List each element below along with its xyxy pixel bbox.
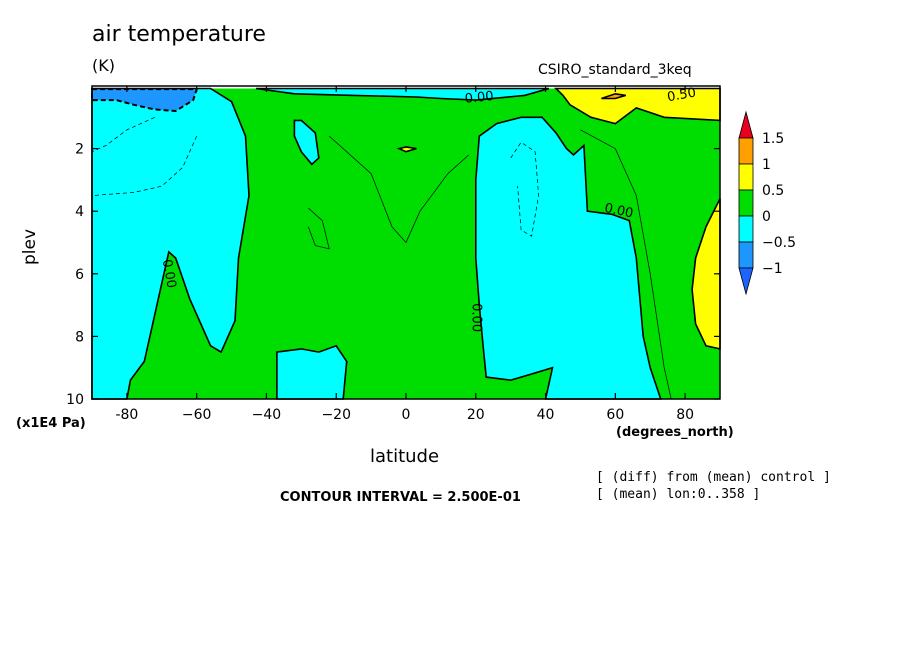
colorbar-segment-5 (738, 241, 754, 269)
colorbar-label-0: 1.5 (762, 131, 784, 147)
x-tick-label-6: 40 (537, 407, 555, 423)
contour-line-blue-south-top (91, 88, 199, 113)
x-tick-label-4: 0 (402, 407, 411, 423)
colorbar-label-4: −0.5 (762, 235, 796, 251)
x-axis-units: (degrees_north) (616, 425, 734, 440)
contour-line-cyan-north-band (474, 116, 662, 400)
contour-line-cyan-south-large (91, 87, 250, 400)
mean-note: [ (mean) lon:0..358 ] (596, 487, 761, 502)
contour-line-cyan-top-center (255, 87, 550, 101)
contour-line-layer (91, 87, 721, 400)
contour-thin-1 (91, 135, 198, 196)
region-blue-south-top (92, 89, 197, 111)
y-tick-label-0: 2 (75, 142, 84, 158)
y-axis-units: (x1E4 Pa) (16, 416, 86, 431)
region-yellow-north-right (692, 198, 720, 349)
colorbar-segment-3 (738, 189, 754, 217)
x-tick-label-0: -80 (115, 407, 138, 423)
chart-units: (K) (92, 56, 115, 75)
contour-line-cyan-south-blob (293, 119, 320, 166)
contour-thin-3 (510, 141, 539, 237)
contour-line-yellow-north-right (691, 198, 721, 350)
contour-line-yellow-equator-sliver (396, 146, 417, 153)
contour-interval-text: CONTOUR INTERVAL = 2.500E-01 (280, 490, 521, 505)
contour-label-0: 0.00 (464, 89, 494, 107)
contour-label-3: 0.00 (159, 258, 179, 289)
colorbar-label-2: 0.5 (762, 183, 784, 199)
x-tick-label-5: 20 (467, 407, 485, 423)
contour-thin-0 (91, 116, 155, 153)
x-tick-label-7: 60 (606, 407, 624, 423)
x-tick-label-3: −20 (321, 407, 351, 423)
x-tick-label-8: 80 (676, 407, 694, 423)
contour-label-2: 0.00 (603, 201, 634, 222)
diff-note: [ (diff) from (mean) control ] (596, 470, 831, 485)
model-label: CSIRO_standard_3keq (538, 62, 692, 78)
contour-thin-2 (328, 135, 470, 244)
y-axis-label: plev (20, 228, 40, 265)
x-tick-label-2: −40 (252, 407, 282, 423)
colorbar-segment-2 (738, 163, 754, 191)
contour-thin-5 (307, 207, 330, 250)
contour-thin-4 (580, 129, 672, 400)
chart-title: air temperature (92, 22, 266, 47)
y-tick-label-3: 8 (75, 329, 84, 345)
colorbar-top-arrow (738, 110, 754, 139)
colorbar-bottom-arrow (738, 267, 754, 296)
contour-line-orange-north-top (601, 92, 627, 100)
contour-label-layer: 0.00 0.50 0.00 0.00 0.00 (159, 85, 697, 332)
axes-layer: -80 −60 −40 −20 0 20 40 60 80 2 4 6 8 10 (66, 85, 721, 423)
colorbar-segment-4 (738, 215, 754, 243)
region-yellow-north-top (556, 88, 720, 124)
colorbar-label-1: 1 (762, 157, 771, 173)
region-cyan-south-large (92, 88, 249, 399)
region-cyan-north-band (475, 117, 661, 400)
colorbar-layer: 1.5 1 0.5 0 −0.5 −1 (738, 110, 796, 296)
y-tick-label-1: 4 (75, 204, 84, 220)
contour-label-1: 0.50 (666, 85, 697, 105)
colorbar-label-3: 0 (762, 209, 771, 225)
y-tick-label-4: 10 (66, 392, 84, 408)
contour-label-4: 0.00 (468, 303, 483, 332)
region-layer (92, 88, 720, 400)
colorbar-label-5: −1 (762, 261, 783, 277)
region-cyan-bottom-southern (276, 345, 347, 399)
y-tick-label-2: 6 (75, 267, 84, 283)
x-tick-label-1: −60 (182, 407, 212, 423)
colorbar-segment-1 (738, 137, 754, 165)
x-axis-label: latitude (370, 446, 440, 467)
